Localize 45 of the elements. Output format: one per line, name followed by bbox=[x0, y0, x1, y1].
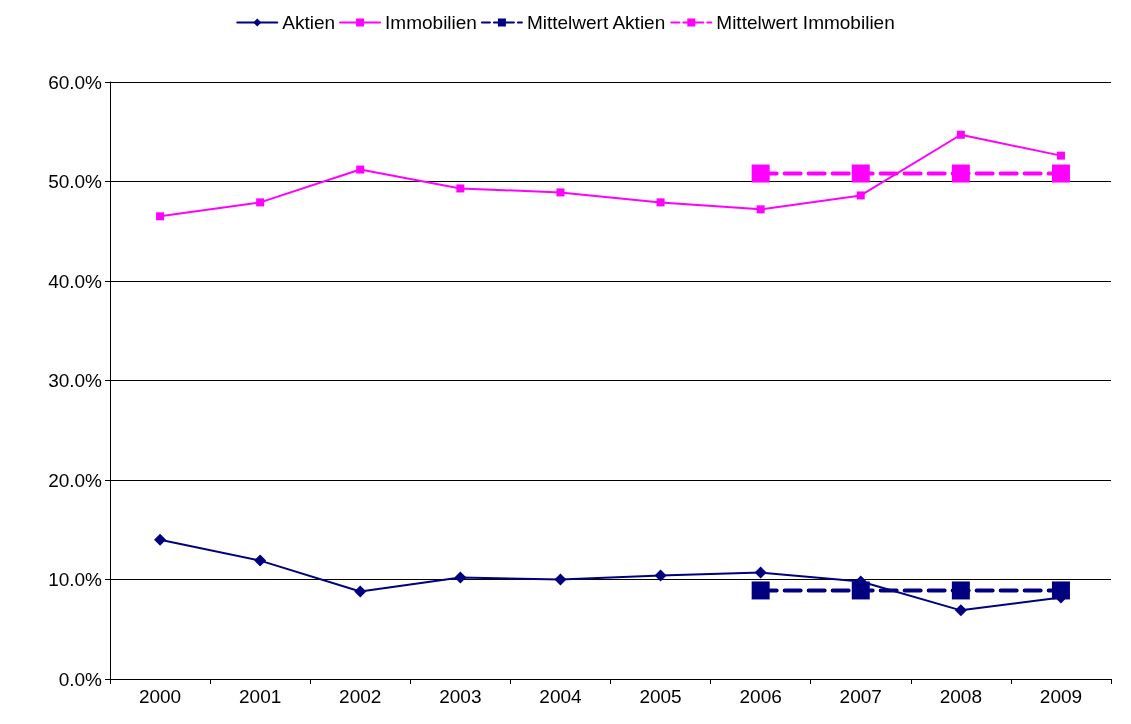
x-tick-label: 2008 bbox=[939, 686, 982, 707]
y-tick-label: 30.0% bbox=[48, 370, 103, 391]
x-tick-label: 2002 bbox=[339, 686, 382, 707]
x-tick-label: 2009 bbox=[1039, 686, 1083, 707]
point bbox=[754, 566, 767, 579]
point bbox=[954, 604, 967, 617]
y-tick-label: 50.0% bbox=[48, 171, 103, 192]
point bbox=[751, 164, 770, 183]
point bbox=[856, 191, 865, 200]
point bbox=[154, 533, 167, 546]
point bbox=[254, 554, 267, 567]
legend-label: Immobilien bbox=[385, 12, 477, 33]
legend-label: Mittelwert Aktien bbox=[526, 12, 666, 33]
point bbox=[1051, 164, 1070, 183]
point bbox=[851, 164, 870, 183]
x-tick-label: 2005 bbox=[639, 686, 682, 707]
point bbox=[656, 198, 665, 207]
legend-label: Aktien bbox=[282, 12, 336, 33]
y-tick-label: 0.0% bbox=[58, 668, 103, 690]
y-tick-label: 40.0% bbox=[48, 270, 103, 292]
x-tick-label: 2004 bbox=[539, 686, 583, 707]
x-tick-label: 2003 bbox=[439, 686, 482, 707]
point bbox=[556, 188, 565, 197]
point bbox=[356, 165, 365, 174]
y-tick-label: 60.0% bbox=[48, 71, 103, 93]
point bbox=[756, 205, 765, 214]
point bbox=[956, 130, 965, 139]
point bbox=[354, 585, 367, 598]
y-tick-label: 10.0% bbox=[48, 569, 103, 590]
point bbox=[554, 573, 567, 586]
x-tick-label: 2007 bbox=[839, 686, 882, 707]
point bbox=[751, 581, 770, 600]
point bbox=[1056, 151, 1065, 160]
point bbox=[951, 164, 970, 183]
x-tick-label: 2006 bbox=[739, 686, 782, 707]
point bbox=[951, 581, 970, 600]
legend-label: Mittelwert Immobilien bbox=[716, 12, 895, 33]
point bbox=[256, 198, 265, 207]
y-tick-label: 20.0% bbox=[48, 469, 103, 491]
x-tick-label: 2001 bbox=[239, 686, 282, 707]
point bbox=[456, 184, 465, 193]
point bbox=[454, 571, 467, 584]
point bbox=[156, 212, 165, 221]
x-tick-label: 2000 bbox=[138, 686, 182, 707]
point bbox=[654, 569, 667, 582]
